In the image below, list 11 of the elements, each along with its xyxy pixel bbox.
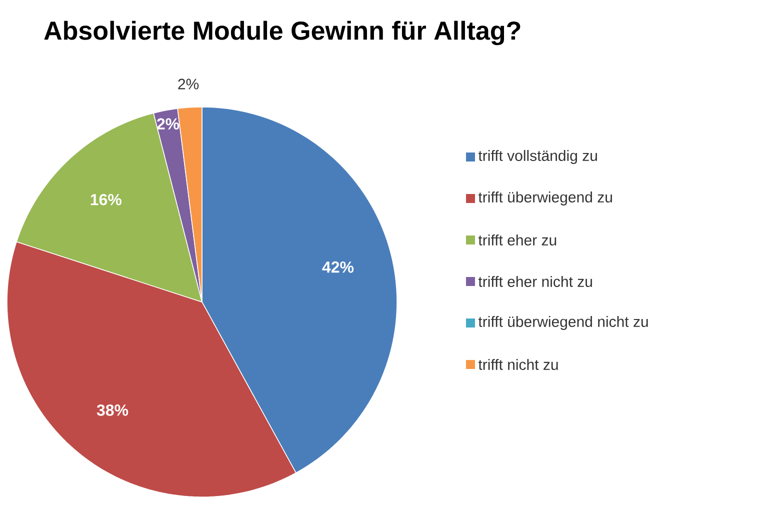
legend-label: trifft überwiegend zu	[478, 191, 612, 206]
legend-label: trifft vollständig zu	[478, 150, 597, 164]
legend-label: trifft nicht zu	[478, 358, 558, 370]
legend-label: trifft überwiegend nicht zu	[478, 316, 648, 330]
chart-title: Absolvierte Module Gewinn für Alltag?	[44, 20, 520, 46]
data-label: 42%	[322, 261, 354, 273]
legend-label: trifft eher zu	[478, 234, 556, 246]
data-label: 2%	[178, 78, 199, 90]
data-label: 16%	[90, 194, 122, 206]
data-label: 38%	[96, 404, 128, 416]
legend-label: trifft eher nicht zu	[478, 276, 592, 287]
